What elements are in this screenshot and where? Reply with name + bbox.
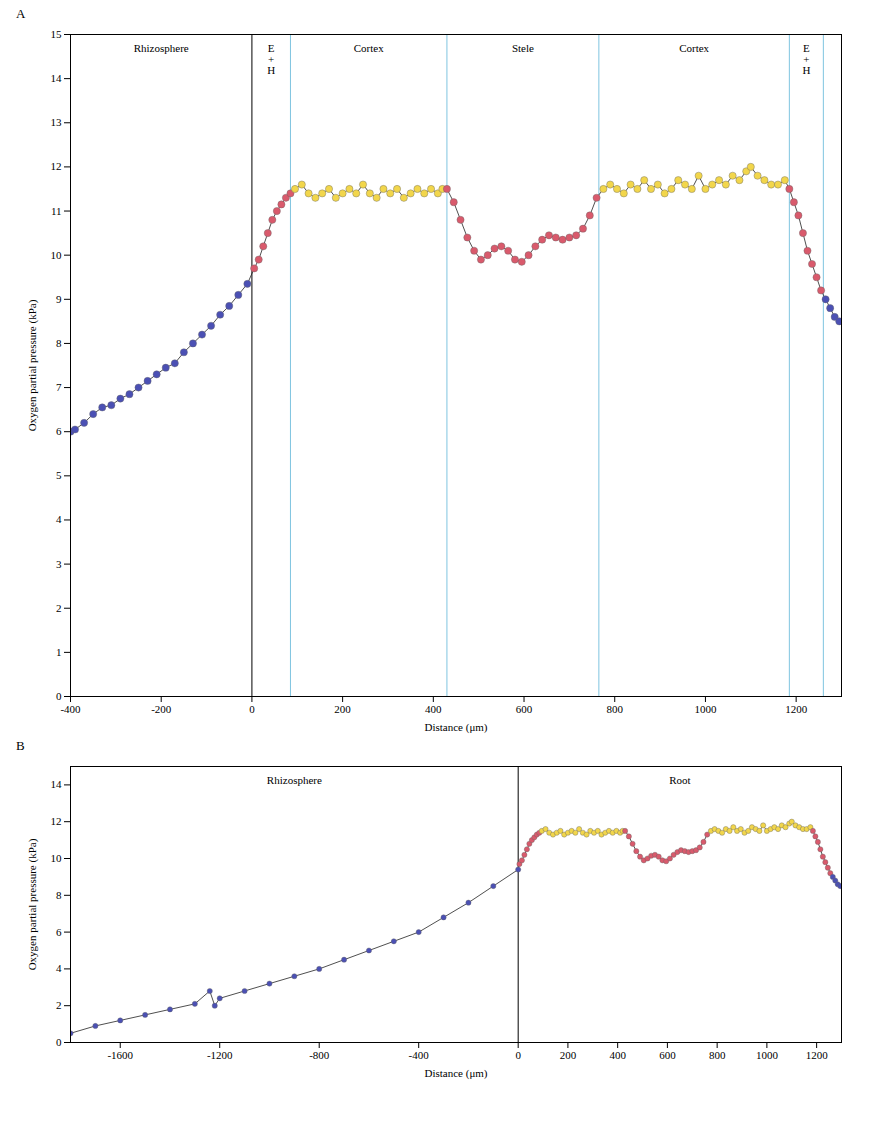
svg-text:10: 10 xyxy=(51,249,63,261)
svg-text:12: 12 xyxy=(51,160,62,172)
svg-text:0: 0 xyxy=(515,1049,521,1061)
svg-text:10: 10 xyxy=(51,852,63,864)
svg-text:200: 200 xyxy=(560,1049,577,1061)
svg-text:Rhizosphere: Rhizosphere xyxy=(267,774,322,786)
svg-text:E+H: E+H xyxy=(267,42,275,76)
svg-text:400: 400 xyxy=(425,703,442,715)
svg-text:6: 6 xyxy=(56,926,62,938)
svg-text:800: 800 xyxy=(606,703,623,715)
svg-text:1200: 1200 xyxy=(785,703,808,715)
svg-text:600: 600 xyxy=(516,703,533,715)
svg-text:800: 800 xyxy=(709,1049,726,1061)
svg-text:0: 0 xyxy=(56,1036,62,1048)
svg-text:1: 1 xyxy=(56,646,62,658)
svg-text:4: 4 xyxy=(56,962,62,974)
svg-text:6: 6 xyxy=(56,425,62,437)
svg-text:14: 14 xyxy=(51,778,63,790)
svg-text:-1600: -1600 xyxy=(107,1049,133,1061)
svg-text:Cortex: Cortex xyxy=(354,42,384,54)
svg-text:-1200: -1200 xyxy=(207,1049,233,1061)
svg-text:600: 600 xyxy=(659,1049,676,1061)
svg-text:9: 9 xyxy=(56,293,62,305)
svg-text:Root: Root xyxy=(669,774,690,786)
svg-text:5: 5 xyxy=(56,469,62,481)
svg-text:1000: 1000 xyxy=(756,1049,779,1061)
svg-text:-400: -400 xyxy=(409,1049,430,1061)
svg-text:0: 0 xyxy=(249,703,255,715)
svg-text:Cortex: Cortex xyxy=(679,42,709,54)
svg-text:Stele: Stele xyxy=(512,42,534,54)
svg-text:1200: 1200 xyxy=(806,1049,829,1061)
svg-text:8: 8 xyxy=(56,889,62,901)
svg-text:2: 2 xyxy=(56,602,62,614)
svg-text:4: 4 xyxy=(56,513,62,525)
svg-text:Oxygen partial pressure (kPa): Oxygen partial pressure (kPa) xyxy=(26,838,39,970)
svg-text:13: 13 xyxy=(51,116,63,128)
svg-text:12: 12 xyxy=(51,815,62,827)
svg-text:15: 15 xyxy=(51,28,63,40)
html-text:B: B xyxy=(16,738,25,753)
svg-text:0: 0 xyxy=(56,690,62,702)
svg-text:2: 2 xyxy=(56,999,62,1011)
svg-text:8: 8 xyxy=(56,337,62,349)
svg-text:Rhizosphere: Rhizosphere xyxy=(134,42,189,54)
svg-text:3: 3 xyxy=(56,558,62,570)
svg-text:1000: 1000 xyxy=(694,703,717,715)
svg-text:Distance (μm): Distance (μm) xyxy=(424,1067,487,1080)
svg-text:Oxygen partial pressure (kPa): Oxygen partial pressure (kPa) xyxy=(26,299,39,431)
svg-text:Distance (μm): Distance (μm) xyxy=(424,721,487,734)
svg-text:200: 200 xyxy=(334,703,351,715)
svg-text:11: 11 xyxy=(51,205,62,217)
svg-text:400: 400 xyxy=(609,1049,626,1061)
svg-text:7: 7 xyxy=(56,381,62,393)
svg-text:-800: -800 xyxy=(309,1049,330,1061)
html-text:A: A xyxy=(16,6,26,21)
svg-text:-200: -200 xyxy=(151,703,172,715)
svg-text:E+H: E+H xyxy=(802,42,810,76)
svg-text:-400: -400 xyxy=(60,703,81,715)
svg-text:14: 14 xyxy=(51,72,63,84)
